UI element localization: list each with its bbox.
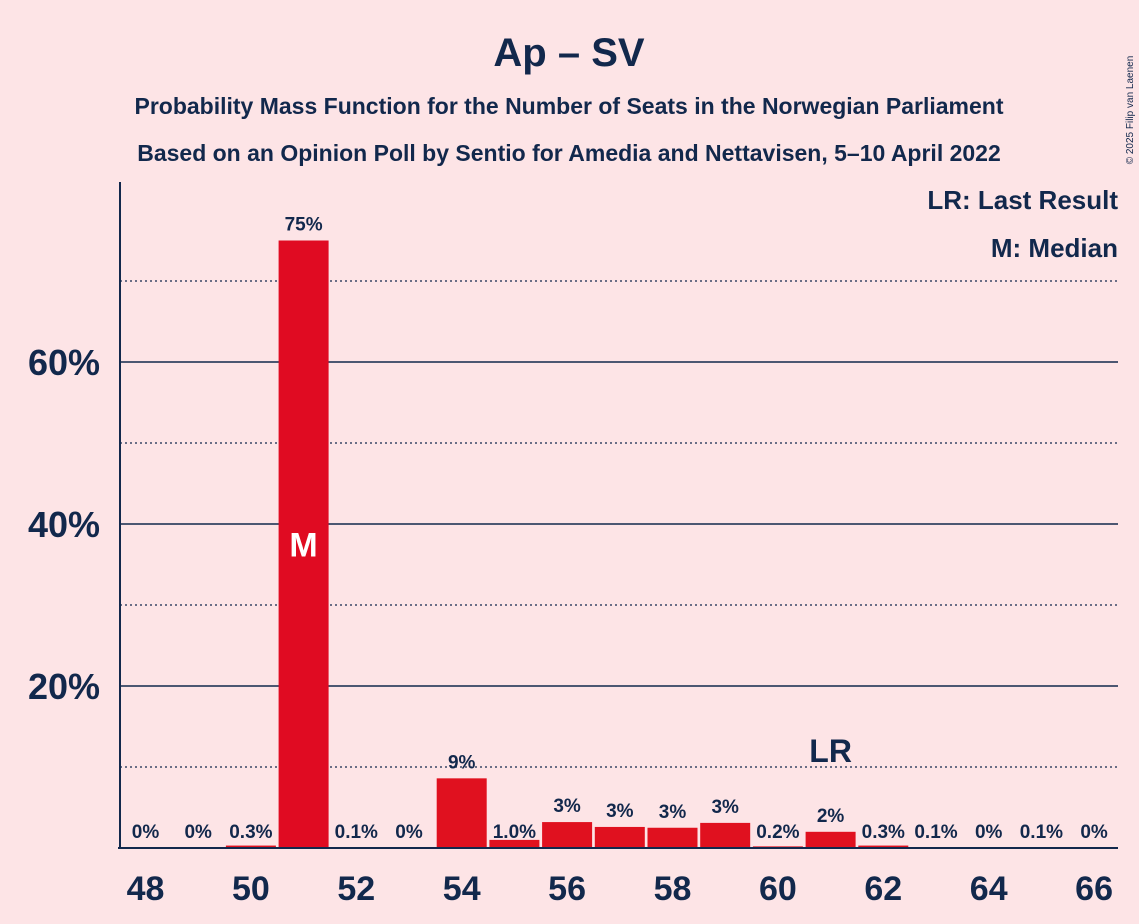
- chart-subtitle-2: Based on an Opinion Poll by Sentio for A…: [137, 140, 1001, 166]
- chart-subtitle-1: Probability Mass Function for the Number…: [134, 93, 1003, 119]
- bar-seat-57: [594, 826, 645, 848]
- bar-label-seat-62: 0.3%: [862, 822, 905, 843]
- bar-seat-51: [278, 240, 329, 848]
- bar-label-seat-66: 0%: [1080, 822, 1108, 843]
- x-tick-label: 50: [232, 870, 270, 908]
- legend-last-result: LR: Last Result: [927, 185, 1118, 215]
- y-tick-label: 20%: [28, 666, 100, 707]
- x-tick-label: 52: [337, 870, 375, 908]
- bar-label-seat-49: 0%: [184, 822, 212, 843]
- x-tick-label: 48: [127, 870, 165, 908]
- bar-seat-61: [805, 831, 856, 848]
- y-tick-label-background: [18, 662, 104, 710]
- x-tick-label: 66: [1075, 870, 1113, 908]
- bar-seat-58: [647, 827, 698, 848]
- bar-label-seat-59: 3%: [711, 797, 739, 818]
- bar-seat-62: [858, 845, 909, 848]
- bars: [225, 240, 1067, 848]
- bar-label-seat-48: 0%: [132, 822, 160, 843]
- bar-label-seat-56: 3%: [553, 796, 581, 817]
- bar-seat-55: [489, 839, 540, 848]
- copyright-text: © 2025 Filip van Laenen: [1125, 56, 1136, 165]
- bar-label-seat-64: 0%: [975, 822, 1003, 843]
- bar-label-seat-53: 0%: [395, 822, 423, 843]
- x-tick-label: 64: [970, 870, 1008, 908]
- x-tick-label: 60: [759, 870, 797, 908]
- bar-label-seat-54: 9%: [448, 752, 476, 773]
- bar-value-labels: 0% 0% 0.3% 75% M 0.1% 0% 9% 1.0% 3% 3% 3% 3% 0.2% 2% LR…: [132, 215, 1108, 844]
- bar-label-seat-55: 1.0%: [493, 822, 536, 843]
- bar-seat-50: [225, 845, 276, 848]
- y-tick-label: 40%: [28, 504, 100, 545]
- bar-label-seat-51: 75%: [285, 215, 323, 236]
- chart-title: Ap – SV: [493, 31, 644, 75]
- x-tick-label: 62: [864, 870, 902, 908]
- bar-label-seat-65: 0.1%: [1020, 822, 1063, 843]
- y-tick-label-background: [18, 338, 104, 386]
- x-axis-tick-labels: 48 50 52 54 56 58 60 62 64 66: [127, 870, 1113, 908]
- bar-label-seat-61: 2%: [817, 806, 845, 827]
- bar-seat-56: [542, 822, 593, 848]
- x-tick-label: 54: [443, 870, 481, 908]
- x-tick-label: 56: [548, 870, 586, 908]
- bar-seat-54: [436, 778, 487, 848]
- y-axis-tick-labels: 20% 40% 60%: [18, 338, 104, 710]
- median-marker: M: [289, 526, 317, 564]
- bar-label-seat-57: 3%: [606, 801, 634, 822]
- last-result-marker: LR: [809, 733, 852, 769]
- bar-label-seat-50: 0.3%: [229, 822, 272, 843]
- bar-label-seat-63: 0.1%: [914, 822, 957, 843]
- bar-label-seat-52: 0.1%: [335, 822, 378, 843]
- bar-label-seat-58: 3%: [659, 802, 687, 823]
- x-tick-label: 58: [654, 870, 692, 908]
- y-tick-label-background: [18, 500, 104, 548]
- bar-seat-59: [700, 822, 751, 848]
- bar-label-seat-60: 0.2%: [756, 822, 799, 843]
- y-tick-label: 60%: [28, 342, 100, 383]
- gridlines: [120, 280, 1118, 768]
- legend-median: M: Median: [991, 233, 1118, 263]
